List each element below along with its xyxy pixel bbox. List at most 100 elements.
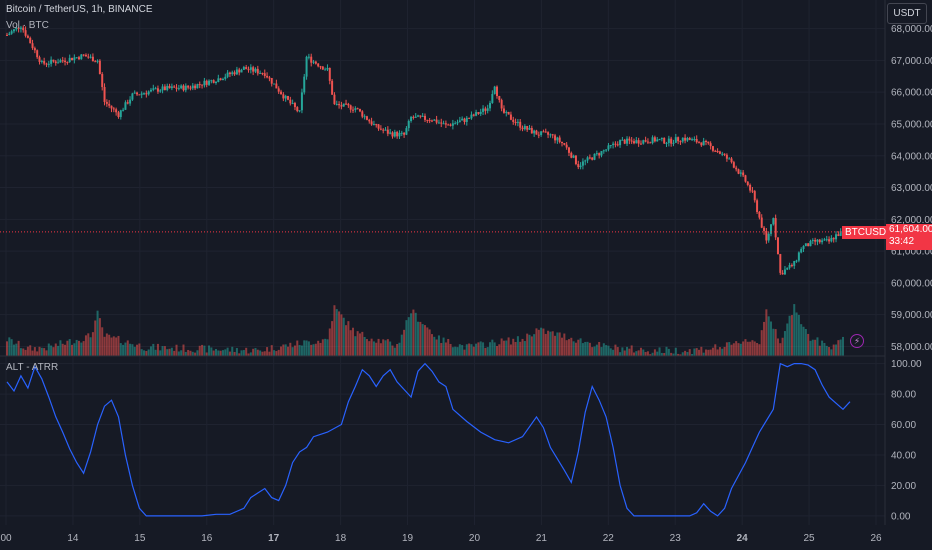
volume-bar xyxy=(449,343,452,356)
volume-bar xyxy=(839,339,842,356)
volume-bar xyxy=(842,336,844,356)
volume-bar xyxy=(433,336,436,356)
volume-bar xyxy=(282,344,285,356)
candle-body xyxy=(335,104,338,106)
volume-bar xyxy=(43,348,46,356)
volume-bar xyxy=(412,309,415,356)
volume-bar xyxy=(677,353,680,356)
candle-body xyxy=(753,191,756,201)
volume-bar xyxy=(143,350,146,356)
candle-body xyxy=(249,67,252,70)
volume-bar xyxy=(521,338,524,356)
volume-bar xyxy=(626,346,629,356)
candle-body xyxy=(10,31,13,34)
volume-bar xyxy=(739,343,742,356)
candle-body xyxy=(372,124,375,126)
candle-body xyxy=(758,211,761,218)
candle-body xyxy=(319,66,322,68)
candle-body xyxy=(451,123,454,126)
volume-bar xyxy=(428,329,431,356)
volume-bar xyxy=(681,352,684,356)
candle-body xyxy=(526,125,529,130)
candle-body xyxy=(700,142,703,146)
candle-body xyxy=(410,116,413,122)
volume-bar xyxy=(516,336,519,356)
volume-bar xyxy=(252,348,255,356)
volume-bar xyxy=(38,346,41,356)
volume-bar xyxy=(579,338,582,356)
volume-bar xyxy=(651,352,654,356)
candle-body xyxy=(486,108,489,111)
volume-bar xyxy=(33,347,36,356)
candle-body xyxy=(602,150,605,152)
candle-body xyxy=(742,172,745,176)
candle-body xyxy=(684,137,687,141)
indicator-axis[interactable]: 100.00 80.00 60.00 40.00 20.00 0.00 xyxy=(891,359,922,522)
candle-body xyxy=(549,134,552,136)
candle-body xyxy=(619,140,622,146)
candle-body xyxy=(233,72,236,75)
candle-body xyxy=(33,48,36,51)
volume-bar xyxy=(87,333,90,356)
price-axis[interactable]: 68,000.00 67,000.00 66,000.00 65,000.00 64,0… xyxy=(891,24,932,353)
candle-body xyxy=(709,143,712,147)
candle-body xyxy=(542,131,545,133)
volume-bars xyxy=(6,304,844,356)
candle-body xyxy=(498,96,501,101)
volume-bar xyxy=(751,340,754,356)
candle-body xyxy=(426,119,429,121)
candle-body xyxy=(509,114,512,120)
candle-body xyxy=(828,239,831,242)
volume-bar xyxy=(314,343,317,356)
volume-bar xyxy=(36,351,39,356)
candle-body xyxy=(119,110,122,117)
volume-bar xyxy=(212,350,215,356)
time-tick-label: 22 xyxy=(603,533,615,544)
candle-body xyxy=(177,88,180,90)
volume-bar xyxy=(482,342,485,356)
volume-bar xyxy=(45,350,48,356)
candle-body xyxy=(800,249,803,253)
lightning-icon[interactable]: ⚡ xyxy=(850,334,864,348)
volume-bar xyxy=(345,325,348,356)
volume-bar xyxy=(479,341,482,356)
price-tick-label: 66,000.00 xyxy=(891,88,932,99)
candle-body xyxy=(435,119,438,123)
volume-bar xyxy=(725,342,728,356)
candle-body xyxy=(219,78,222,81)
volume-bar xyxy=(363,336,366,356)
candle-body xyxy=(437,122,440,124)
time-tick-label: 21 xyxy=(536,533,548,544)
candle-body xyxy=(772,218,775,225)
volume-bar xyxy=(217,350,220,356)
candle-body xyxy=(161,86,164,91)
volume-bar xyxy=(658,347,661,356)
candle-body xyxy=(407,121,410,129)
candle-body xyxy=(630,140,633,142)
volume-bar xyxy=(535,328,538,356)
volume-bar xyxy=(486,347,489,356)
volume-bar xyxy=(730,344,733,356)
volume-bar xyxy=(154,349,157,356)
currency-button[interactable]: USDT xyxy=(887,3,927,24)
time-tick-label: 19 xyxy=(402,533,414,544)
candle-body xyxy=(170,86,173,89)
candle-body xyxy=(793,260,796,266)
volume-bar xyxy=(15,343,18,356)
volume-bar xyxy=(684,350,687,356)
volume-bar xyxy=(303,340,306,356)
time-axis[interactable]: 00 14 15 16 17 18 19 20 21 22 23 24 25 26 xyxy=(0,533,882,544)
candle-body xyxy=(628,138,631,141)
candle-body xyxy=(691,139,694,141)
volume-bar xyxy=(770,321,773,356)
volume-bar xyxy=(505,340,508,356)
candle-body xyxy=(126,102,129,104)
candle-body xyxy=(528,127,531,130)
volume-bar xyxy=(698,349,701,356)
volume-bar xyxy=(324,338,327,356)
volume-bar xyxy=(737,343,740,356)
candle-body xyxy=(384,129,387,131)
volume-bar xyxy=(818,345,821,356)
candle-body xyxy=(393,131,396,137)
